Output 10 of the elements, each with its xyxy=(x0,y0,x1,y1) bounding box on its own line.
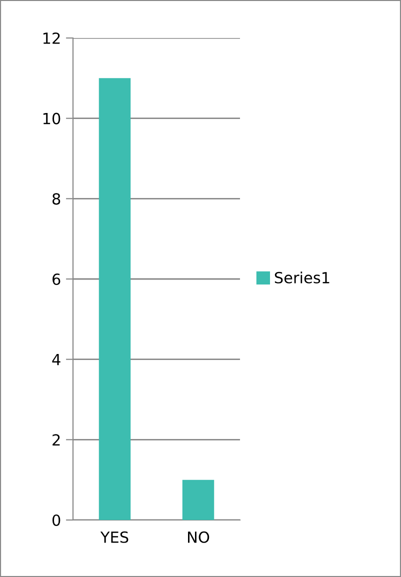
y-tick-label: 2 xyxy=(52,434,60,446)
legend-label: Series1 xyxy=(274,272,330,284)
y-tick-label: 4 xyxy=(52,354,60,366)
y-tick-label: 8 xyxy=(52,193,60,205)
y-tick-label: 10 xyxy=(43,112,60,124)
y-tick-label: 6 xyxy=(52,273,60,286)
y-tick-label: 12 xyxy=(43,32,60,44)
x-tick-label: NO xyxy=(188,531,210,543)
x-tick-label: YES xyxy=(100,531,128,543)
y-tick-label: 0 xyxy=(52,514,60,526)
